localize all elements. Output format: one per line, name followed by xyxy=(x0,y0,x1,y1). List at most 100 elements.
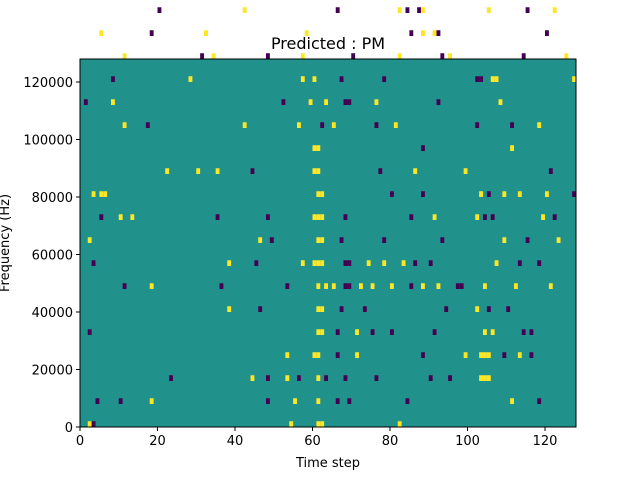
heatmap-cell xyxy=(165,168,170,174)
heatmap-cell xyxy=(335,7,340,13)
heatmap-cell xyxy=(409,283,414,289)
heatmap-cell xyxy=(215,168,220,174)
heatmap-cell xyxy=(300,76,305,82)
heatmap-cell xyxy=(374,122,379,128)
heatmap-cell xyxy=(87,237,92,243)
heatmap-cell xyxy=(483,375,487,381)
heatmap-cell xyxy=(517,260,522,266)
heatmap-cell xyxy=(405,7,410,13)
heatmap-cell xyxy=(463,352,468,358)
heatmap-cell xyxy=(312,352,317,358)
heatmap-cell xyxy=(498,99,503,105)
heatmap-cell xyxy=(331,283,336,289)
heatmap-cell xyxy=(297,375,301,381)
heatmap-cell xyxy=(91,421,96,427)
heatmap-cell xyxy=(483,283,487,289)
heatmap-cell xyxy=(297,122,301,128)
heatmap-cell xyxy=(335,329,340,335)
heatmap-cell xyxy=(316,375,321,381)
heatmap-cell xyxy=(421,283,425,289)
heatmap-cell xyxy=(339,76,344,82)
heatmap-cell xyxy=(479,191,484,197)
heatmap-cell xyxy=(521,329,526,335)
heatmap-cell xyxy=(339,306,344,312)
heatmap-cell xyxy=(517,352,522,358)
heatmap-cell xyxy=(300,260,305,266)
heatmap-cell xyxy=(266,53,270,59)
heatmap-cell xyxy=(529,329,534,335)
heatmap-cell xyxy=(266,214,270,220)
heatmap-cell xyxy=(545,30,549,36)
heatmap-cell xyxy=(169,375,174,381)
heatmap-cell xyxy=(440,53,445,59)
y-tick-label: 120000 xyxy=(23,76,73,91)
heatmap-cell xyxy=(351,53,356,59)
heatmap-cell xyxy=(366,260,371,266)
heatmap-cell xyxy=(572,191,577,197)
heatmap-cell xyxy=(463,168,468,174)
heatmap-cell xyxy=(432,329,437,335)
heatmap-cell xyxy=(258,237,263,243)
heatmap-cell xyxy=(432,214,437,220)
heatmap-cell xyxy=(335,398,340,404)
heatmap-cell xyxy=(285,283,290,289)
heatmap-cell xyxy=(486,352,491,358)
heatmap-cell xyxy=(428,260,433,266)
heatmap-cell xyxy=(320,214,325,220)
x-tick-label: 0 xyxy=(76,434,84,449)
heatmap-cell xyxy=(316,329,321,335)
heatmap-cell xyxy=(537,122,542,128)
heatmap-cell xyxy=(312,76,317,82)
y-tick-label: 80000 xyxy=(32,191,73,206)
heatmap-cell xyxy=(378,168,383,174)
heatmap-cell xyxy=(421,191,425,197)
heatmap-cell xyxy=(405,398,410,404)
heatmap-cell xyxy=(254,260,259,266)
heatmap-cell xyxy=(347,398,352,404)
heatmap-cell xyxy=(409,214,414,220)
heatmap-cell xyxy=(479,352,484,358)
heatmap-cell xyxy=(335,352,340,358)
y-tick-label: 100000 xyxy=(23,134,73,149)
heatmap-cell xyxy=(556,237,561,243)
heatmap-cell xyxy=(548,283,553,289)
heatmap-cell xyxy=(409,30,414,36)
heatmap-cell xyxy=(103,191,108,197)
heatmap-cell xyxy=(564,53,569,59)
heatmap-cell xyxy=(258,306,263,312)
heatmap-cells xyxy=(83,7,577,427)
heatmap-cell xyxy=(459,283,464,289)
x-tick-label: 80 xyxy=(382,434,399,449)
heatmap-cell xyxy=(537,260,542,266)
heatmap-cell xyxy=(428,375,433,381)
heatmap-cell xyxy=(510,122,515,128)
heatmap-cell xyxy=(436,99,441,105)
heatmap-cell xyxy=(250,168,255,174)
x-tick-label: 60 xyxy=(304,434,321,449)
heatmap-cell xyxy=(204,30,208,36)
heatmap-cell xyxy=(483,214,487,220)
heatmap-cell xyxy=(211,53,216,59)
heatmap-cell xyxy=(91,191,96,197)
heatmap-cell xyxy=(304,30,309,36)
heatmap-cell xyxy=(475,214,480,220)
heatmap-cell xyxy=(91,260,96,266)
heatmap-cell xyxy=(436,283,441,289)
heatmap-cell xyxy=(382,237,387,243)
heatmap-cell xyxy=(494,76,499,82)
heatmap-cell xyxy=(483,352,487,358)
heatmap-cell xyxy=(486,306,491,312)
heatmap-cell xyxy=(316,168,321,174)
heatmap-cell xyxy=(111,76,115,82)
heatmap-cell xyxy=(397,53,402,59)
heatmap-cell xyxy=(448,53,453,59)
plot-area xyxy=(79,7,577,428)
heatmap-cell xyxy=(149,283,154,289)
heatmap-cell xyxy=(320,260,325,266)
heatmap-cell xyxy=(316,214,321,220)
heatmap-cell xyxy=(145,122,150,128)
heatmap-cell xyxy=(122,283,127,289)
heatmap-cell xyxy=(552,214,557,220)
heatmap-cell xyxy=(343,214,348,220)
